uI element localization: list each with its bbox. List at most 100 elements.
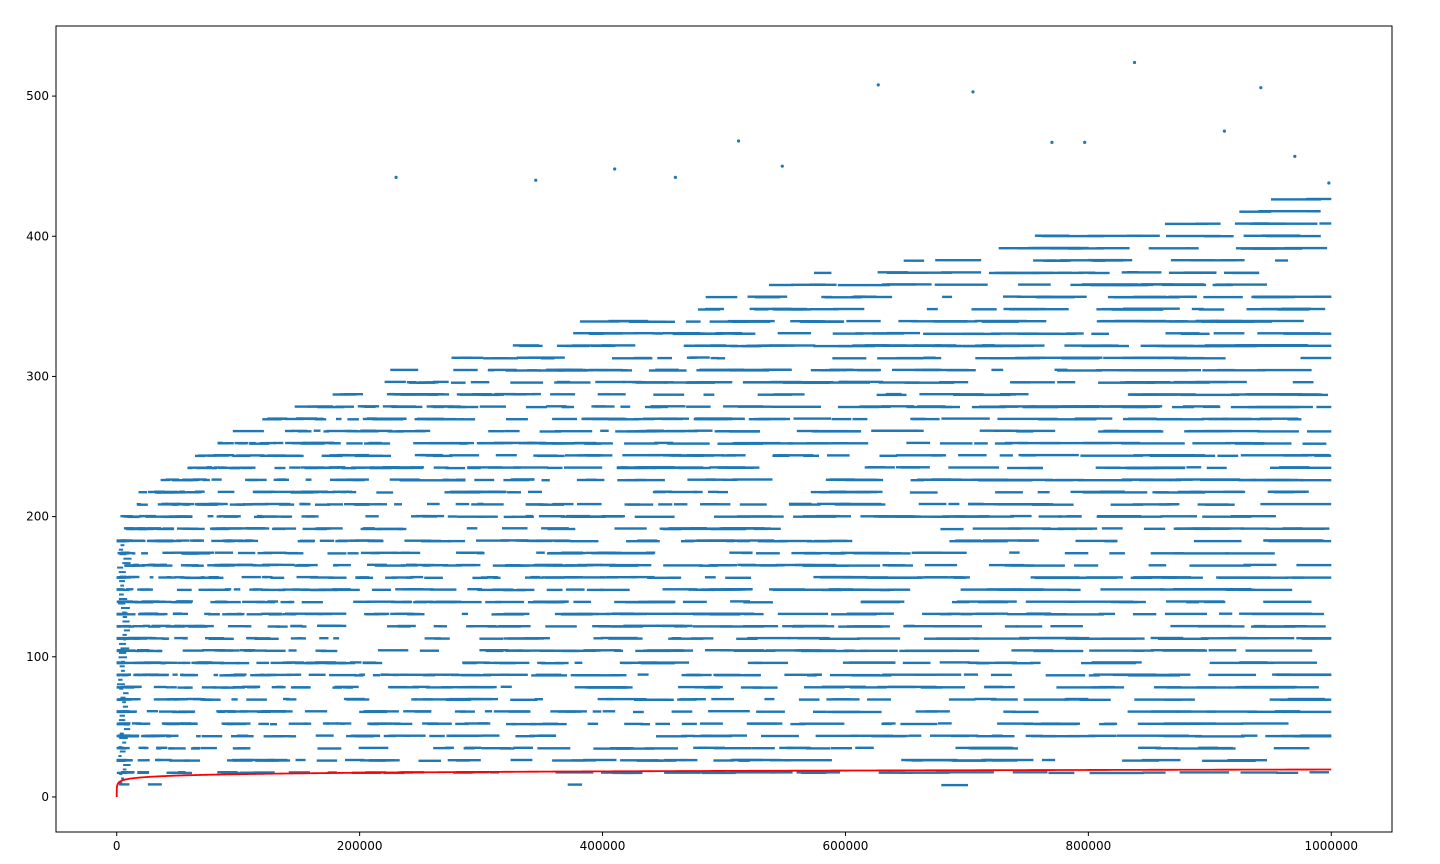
scatter-band bbox=[1158, 503, 1171, 506]
scatter-band bbox=[1100, 588, 1165, 591]
scatter-band bbox=[455, 722, 469, 726]
scatter-band bbox=[145, 735, 156, 738]
scatter-band bbox=[1173, 380, 1228, 384]
scatter-band bbox=[270, 576, 285, 579]
scatter-point bbox=[120, 669, 125, 672]
scatter-band bbox=[754, 296, 781, 299]
scatter-band bbox=[1275, 259, 1288, 262]
scatter-band bbox=[237, 734, 249, 737]
scatter-band bbox=[1273, 747, 1310, 750]
scatter-band bbox=[616, 466, 629, 469]
scatter-band bbox=[686, 356, 698, 359]
scatter-band bbox=[288, 735, 297, 738]
scatter-band bbox=[353, 478, 365, 482]
scatter-band bbox=[657, 356, 672, 360]
scatter-band bbox=[1208, 673, 1256, 677]
scatter-band bbox=[1166, 320, 1184, 323]
scatter-band bbox=[128, 527, 143, 531]
x-tick-label: 800000 bbox=[1065, 839, 1111, 853]
scatter-band bbox=[942, 295, 953, 299]
scatter-outlier-point bbox=[1259, 86, 1263, 90]
scatter-band bbox=[188, 722, 198, 725]
scatter-band bbox=[404, 539, 432, 542]
scatter-band bbox=[684, 332, 705, 335]
scatter-band bbox=[478, 393, 493, 396]
scatter-band bbox=[831, 417, 852, 421]
scatter-band bbox=[1081, 344, 1129, 348]
scatter-band bbox=[317, 405, 345, 409]
scatter-band bbox=[246, 698, 267, 701]
scatter-band bbox=[445, 466, 466, 470]
scatter-band bbox=[646, 551, 656, 554]
scatter-band bbox=[1077, 479, 1133, 482]
scatter-band bbox=[804, 588, 831, 591]
scatter-band bbox=[262, 418, 282, 421]
scatter-band bbox=[1198, 746, 1218, 749]
scatter-band bbox=[419, 453, 426, 457]
scatter-band bbox=[1060, 479, 1073, 482]
scatter-band bbox=[310, 576, 334, 579]
scatter-band bbox=[124, 734, 140, 737]
scatter-band bbox=[729, 551, 753, 554]
scatter-band bbox=[662, 588, 697, 591]
scatter-band bbox=[517, 588, 535, 592]
scatter-band bbox=[967, 661, 979, 664]
scatter-band bbox=[1156, 344, 1225, 348]
scatter-band bbox=[1283, 332, 1332, 335]
scatter-band bbox=[453, 368, 478, 372]
scatter-band bbox=[176, 588, 192, 592]
scatter-band bbox=[177, 527, 190, 530]
scatter-band bbox=[161, 502, 168, 506]
scatter-band bbox=[1282, 527, 1303, 530]
scatter-band bbox=[464, 722, 491, 725]
scatter-band bbox=[924, 563, 958, 567]
scatter-band bbox=[169, 686, 177, 689]
scatter-band bbox=[212, 527, 229, 531]
scatter-point bbox=[118, 755, 122, 757]
scatter-band bbox=[1319, 222, 1332, 225]
scatter-band bbox=[146, 661, 166, 665]
scatter-band bbox=[529, 734, 557, 737]
scatter-band bbox=[171, 503, 179, 506]
scatter-band bbox=[312, 405, 328, 408]
scatter-band bbox=[196, 735, 201, 738]
scatter-band bbox=[345, 429, 357, 433]
scatter-band bbox=[547, 466, 563, 470]
scatter-band bbox=[644, 747, 678, 750]
scatter-band bbox=[217, 710, 225, 713]
scatter-band bbox=[315, 503, 330, 506]
scatter-point bbox=[122, 741, 127, 744]
scatter-band bbox=[1168, 295, 1197, 298]
scatter-band bbox=[955, 539, 982, 542]
scatter-band bbox=[429, 441, 454, 445]
scatter-band bbox=[1098, 381, 1155, 384]
scatter-band bbox=[1186, 649, 1205, 652]
scatter-band bbox=[154, 490, 163, 493]
scatter-band bbox=[765, 649, 811, 652]
scatter-band bbox=[455, 478, 466, 481]
scatter-band bbox=[673, 649, 685, 652]
scatter-band bbox=[509, 491, 517, 494]
scatter-band bbox=[624, 503, 640, 506]
scatter-band bbox=[116, 759, 133, 762]
scatter-band bbox=[389, 417, 407, 420]
scatter-band bbox=[821, 381, 870, 384]
scatter-band bbox=[232, 454, 251, 458]
scatter-band bbox=[1256, 319, 1304, 323]
scatter-band bbox=[344, 503, 369, 506]
scatter-band bbox=[555, 430, 593, 433]
scatter-band bbox=[833, 307, 865, 311]
scatter-band bbox=[360, 429, 377, 432]
scatter-band bbox=[1227, 759, 1267, 762]
scatter-band bbox=[419, 649, 439, 652]
scatter-band bbox=[513, 746, 533, 749]
scatter-band bbox=[1252, 247, 1277, 250]
scatter-band bbox=[217, 441, 223, 445]
scatter-band bbox=[1127, 417, 1157, 420]
scatter-point bbox=[117, 759, 123, 762]
scatter-band bbox=[467, 625, 497, 628]
scatter-band bbox=[411, 515, 421, 518]
scatter-band bbox=[214, 551, 234, 554]
scatter-band bbox=[1042, 527, 1065, 531]
scatter-band bbox=[826, 698, 860, 701]
